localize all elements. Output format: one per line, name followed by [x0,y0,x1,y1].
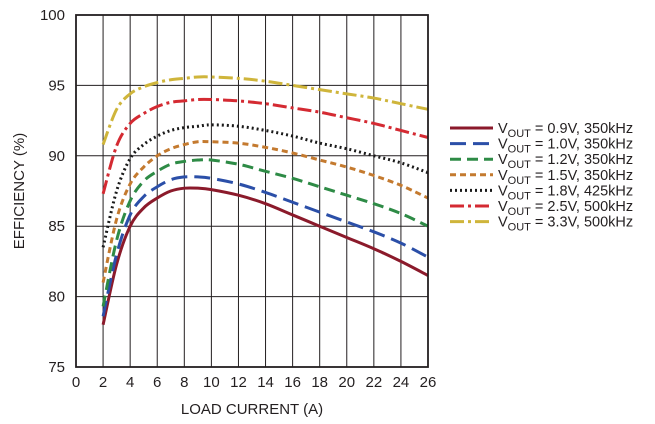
series-line [101,175,429,317]
plot-frame [75,14,429,368]
x-tick-labels: 0 2 4 6 8 10 12 14 16 18 20 22 24 26 [72,374,437,391]
x-tick-label: 16 [284,374,301,391]
legend-label: VOUT = 1.0V, 350kHz [498,137,633,156]
series-line [101,97,429,195]
legend-label-subscript: OUT [508,128,532,140]
series-line [101,158,429,307]
legend-label-name: V [498,183,508,199]
legend-label-name: V [498,137,508,153]
x-axis-title: LOAD CURRENT (A) [181,401,323,418]
legend-label-name: V [498,152,508,168]
x-tick-label: 18 [311,374,328,391]
legend-label-suffix: = 1.8V, 425kHz [531,183,633,199]
y-tick-label: 95 [48,77,65,94]
legend-label: VOUT = 1.2V, 350kHz [498,152,633,171]
legend-label-suffix: = 1.2V, 350kHz [531,152,633,168]
legend-label: VOUT = 3.3V, 500kHz [498,215,633,234]
legend-label-suffix: = 0.9V, 350kHz [531,121,633,137]
legend-label: VOUT = 1.8V, 425kHz [498,183,633,202]
y-tick-label: 100 [40,7,65,24]
legend-label-name: V [498,199,508,215]
series-line [101,75,429,146]
legend-label-suffix: = 1.5V, 350kHz [531,168,633,184]
legend-label-suffix: = 1.0V, 350kHz [531,137,633,153]
y-tick-labels: 75 80 85 90 95 100 [40,7,65,376]
legend-label-name: V [498,168,508,184]
legend-label-subscript: OUT [508,222,532,234]
y-tick-label: 85 [48,218,65,235]
x-tick-label: 24 [393,374,410,391]
legend-label: VOUT = 1.5V, 350kHz [498,168,633,187]
plot-grid [76,15,428,367]
y-tick-label: 80 [48,289,65,306]
legend-label-subscript: OUT [508,206,532,218]
legend-label-suffix: = 3.3V, 500kHz [531,215,633,231]
x-tick-label: 6 [153,374,161,391]
x-tick-label: 26 [420,374,437,391]
legend-label: VOUT = 0.9V, 350kHz [498,121,633,140]
series-line [101,186,429,326]
legend-label-subscript: OUT [508,159,532,171]
series-lines [101,75,429,326]
legend-label-name: V [498,121,508,137]
y-tick-label: 75 [48,359,65,376]
legend-label-subscript: OUT [508,175,532,187]
x-tick-label: 20 [338,374,355,391]
x-tick-label: 10 [203,374,220,391]
legend-label-subscript: OUT [508,190,532,202]
legend-label-subscript: OUT [508,144,532,156]
legend-label: VOUT = 2.5V, 500kHz [498,199,633,218]
y-axis-title: EFFICIENCY (%) [11,133,28,249]
x-tick-label: 2 [99,374,107,391]
series-line [101,123,429,248]
x-tick-label: 14 [257,374,274,391]
x-tick-label: 8 [180,374,188,391]
legend-label-name: V [498,215,508,231]
x-tick-label: 0 [72,374,80,391]
y-tick-label: 90 [48,148,65,165]
x-tick-label: 12 [230,374,247,391]
legend-label-suffix: = 2.5V, 500kHz [531,199,633,215]
series-line [101,139,429,283]
x-tick-label: 4 [126,374,134,391]
x-tick-label: 22 [366,374,383,391]
